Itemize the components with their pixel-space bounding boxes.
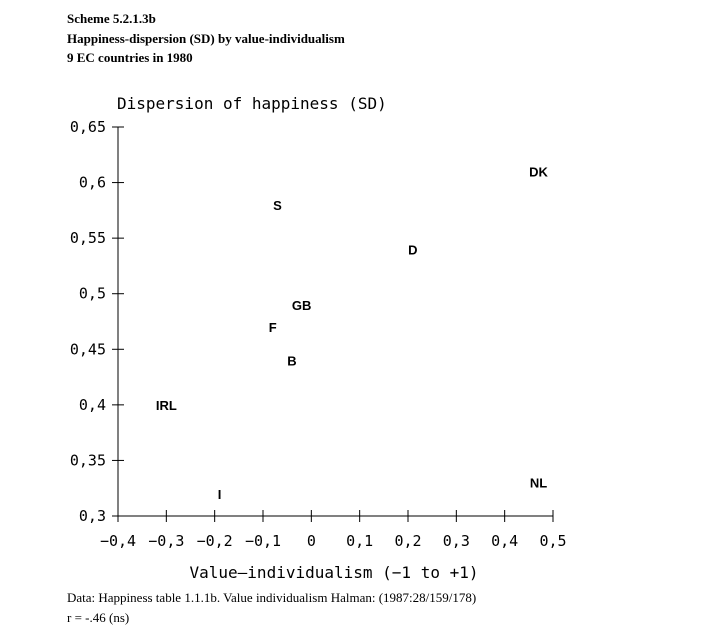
x-tick-label: 0,3 [443,532,470,550]
chart-title: Happiness-dispersion (SD) by value-indiv… [67,31,345,46]
x-tick-label: −0,3 [148,532,184,550]
x-tick-label: 0,5 [539,532,566,550]
data-point-label: NL [530,476,547,491]
y-tick-label: 0,45 [70,340,106,358]
data-points: DK S D GB F B IRL I NL [156,164,549,501]
axes [117,127,553,517]
chart-subtitle: 9 EC countries in 1980 [67,50,193,65]
data-point-label: GB [292,298,312,313]
y-tick-label: 0,3 [79,507,106,525]
data-point-label: F [269,320,277,335]
x-tick-label: 0,2 [394,532,421,550]
data-point-label: DK [529,164,548,179]
data-point-label: S [273,198,282,213]
x-tick-label: 0 [307,532,316,550]
scheme-number: Scheme 5.2.1.3b [67,11,156,26]
data-point-label: IRL [156,398,177,413]
x-tick-label: 0,4 [491,532,518,550]
y-tick-label: 0,65 [70,118,106,136]
data-point-label: B [287,353,296,368]
x-axis-title: Value–individualism (−1 to +1) [190,563,479,582]
data-point-label: D [408,242,417,257]
y-axis-title: Dispersion of happiness (SD) [117,94,387,113]
y-tick-label: 0,5 [79,285,106,303]
x-tick-label: −0,4 [100,532,136,550]
y-ticks: 0,3 0,35 0,4 0,45 0,5 0,55 0,6 0,65 [70,118,124,525]
x-tick-label: −0,2 [197,532,233,550]
y-tick-label: 0,4 [79,396,106,414]
y-tick-label: 0,55 [70,229,106,247]
x-tick-label: −0,1 [245,532,281,550]
y-tick-label: 0,6 [79,174,106,192]
x-ticks: −0,4 −0,3 −0,2 −0,1 0 0,1 0,2 0,3 0,4 0,5 [100,510,567,550]
correlation-note: r = -.46 (ns) [67,610,130,625]
data-source-note: Data: Happiness table 1.1.1b. Value indi… [67,590,477,605]
y-tick-label: 0,35 [70,451,106,469]
x-tick-label: 0,1 [346,532,373,550]
data-point-label: I [218,487,222,502]
